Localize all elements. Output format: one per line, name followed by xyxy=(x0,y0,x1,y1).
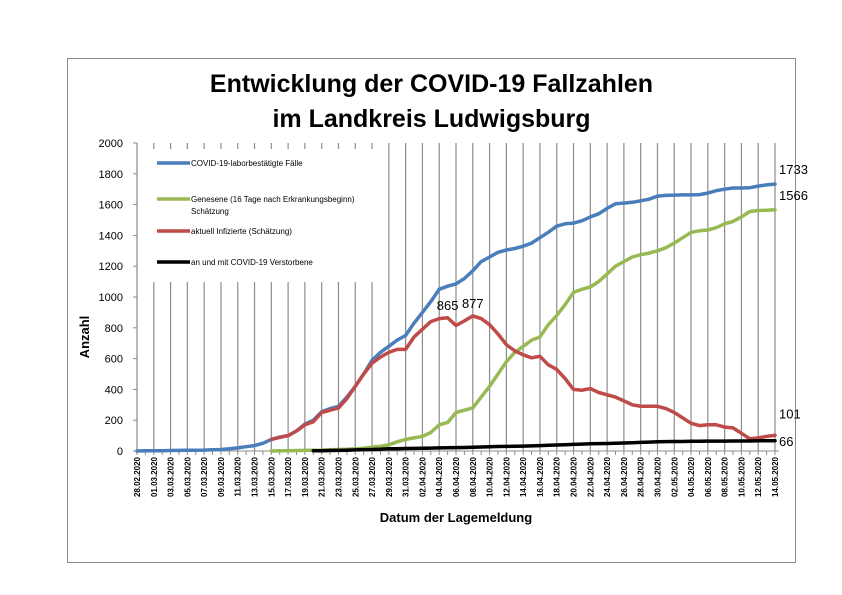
deaths-line xyxy=(311,439,777,453)
chart-frame xyxy=(67,58,796,563)
legend-label: Genesene (16 Tage nach Erkrankungsbeginn… xyxy=(191,195,355,216)
x-tick-label: 18.04.2020 xyxy=(553,456,562,497)
chart-title-line1: Entwicklung der COVID-19 Fallzahlen xyxy=(209,70,654,98)
data-label: 1733 xyxy=(779,162,808,177)
y-axis-title: Anzahl xyxy=(77,316,92,359)
y-tick-label: 200 xyxy=(105,415,123,427)
x-tick-label: 26.04.2020 xyxy=(620,456,629,497)
x-tick-label: 28.04.2020 xyxy=(637,456,646,497)
x-tick-label: 21.03.2020 xyxy=(318,456,327,497)
data-label: 1566 xyxy=(779,188,808,203)
y-tick-label: 1600 xyxy=(99,200,123,212)
legend-label: aktuell Infizierte (Schätzung) xyxy=(191,227,292,236)
x-tick-label: 19.03.2020 xyxy=(301,456,310,497)
x-tick-label: 14.05.2020 xyxy=(771,456,780,497)
y-tick-label: 1400 xyxy=(99,230,123,242)
x-tick-label: 14.04.2020 xyxy=(519,456,528,497)
x-tick-label: 06.05.2020 xyxy=(704,456,713,497)
x-tick-label: 22.04.2020 xyxy=(586,456,595,497)
x-tick-label: 10.05.2020 xyxy=(737,456,746,497)
y-tick-label: 1800 xyxy=(99,169,123,181)
x-tick-label: 30.04.2020 xyxy=(653,456,662,497)
x-tick-label: 23.03.2020 xyxy=(334,456,343,497)
x-tick-label: 03.03.2020 xyxy=(167,456,176,497)
x-tick-label: 05.03.2020 xyxy=(183,456,192,497)
x-tick-label: 27.03.2020 xyxy=(368,456,377,497)
chart-title-line2: im Landkreis Ludwigsburg xyxy=(272,105,591,133)
x-tick-label: 31.03.2020 xyxy=(402,456,411,497)
x-tick-label: 11.03.2020 xyxy=(234,456,243,496)
legend-box xyxy=(146,149,380,282)
x-tick-label: 07.03.2020 xyxy=(200,456,209,497)
x-tick-label: 04.05.2020 xyxy=(687,456,696,497)
x-tick-label: 04.04.2020 xyxy=(435,456,444,497)
x-tick-label: 12.04.2020 xyxy=(502,456,511,497)
y-tick-label: 0 xyxy=(117,446,123,458)
data-label: 66 xyxy=(779,434,793,449)
x-tick-label: 10.04.2020 xyxy=(486,456,495,497)
y-tick-label: 1000 xyxy=(99,292,123,304)
x-tick-label: 01.03.2020 xyxy=(150,456,159,497)
data-label: 101 xyxy=(779,406,801,421)
y-tick-label: 1200 xyxy=(99,261,123,273)
y-tick-label: 600 xyxy=(105,354,123,366)
x-tick-label: 15.03.2020 xyxy=(267,456,276,497)
x-tick-label: 02.04.2020 xyxy=(418,456,427,497)
x-tick-label: 17.03.2020 xyxy=(284,456,293,497)
x-tick-label: 12.05.2020 xyxy=(754,456,763,497)
x-tick-label: 06.04.2020 xyxy=(452,456,461,497)
data-label: 865 xyxy=(437,298,459,313)
legend-label: COVID-19-laborbestätigte Fälle xyxy=(191,159,303,168)
x-axis-title: Datum der Lagemeldung xyxy=(380,510,532,525)
x-tick-label: 29.03.2020 xyxy=(385,456,394,497)
y-tick-label: 400 xyxy=(105,384,123,396)
x-tick-label: 02.05.2020 xyxy=(670,456,679,497)
x-tick-label: 20.04.2020 xyxy=(570,456,579,497)
legend-label: an und mit COVID-19 Verstorbene xyxy=(191,258,313,267)
y-tick-label: 2000 xyxy=(99,138,123,150)
x-tick-label: 08.04.2020 xyxy=(469,456,478,497)
data-label: 877 xyxy=(462,296,484,311)
x-tick-label: 08.05.2020 xyxy=(721,456,730,497)
x-tick-label: 09.03.2020 xyxy=(217,456,226,497)
x-tick-label: 25.03.2020 xyxy=(351,456,360,497)
x-tick-label: 13.03.2020 xyxy=(251,456,260,497)
x-tick-label: 28.02.2020 xyxy=(133,456,142,497)
y-tick-label: 800 xyxy=(105,323,123,335)
x-tick-label: 16.04.2020 xyxy=(536,456,545,497)
x-tick-label: 24.04.2020 xyxy=(603,456,612,497)
